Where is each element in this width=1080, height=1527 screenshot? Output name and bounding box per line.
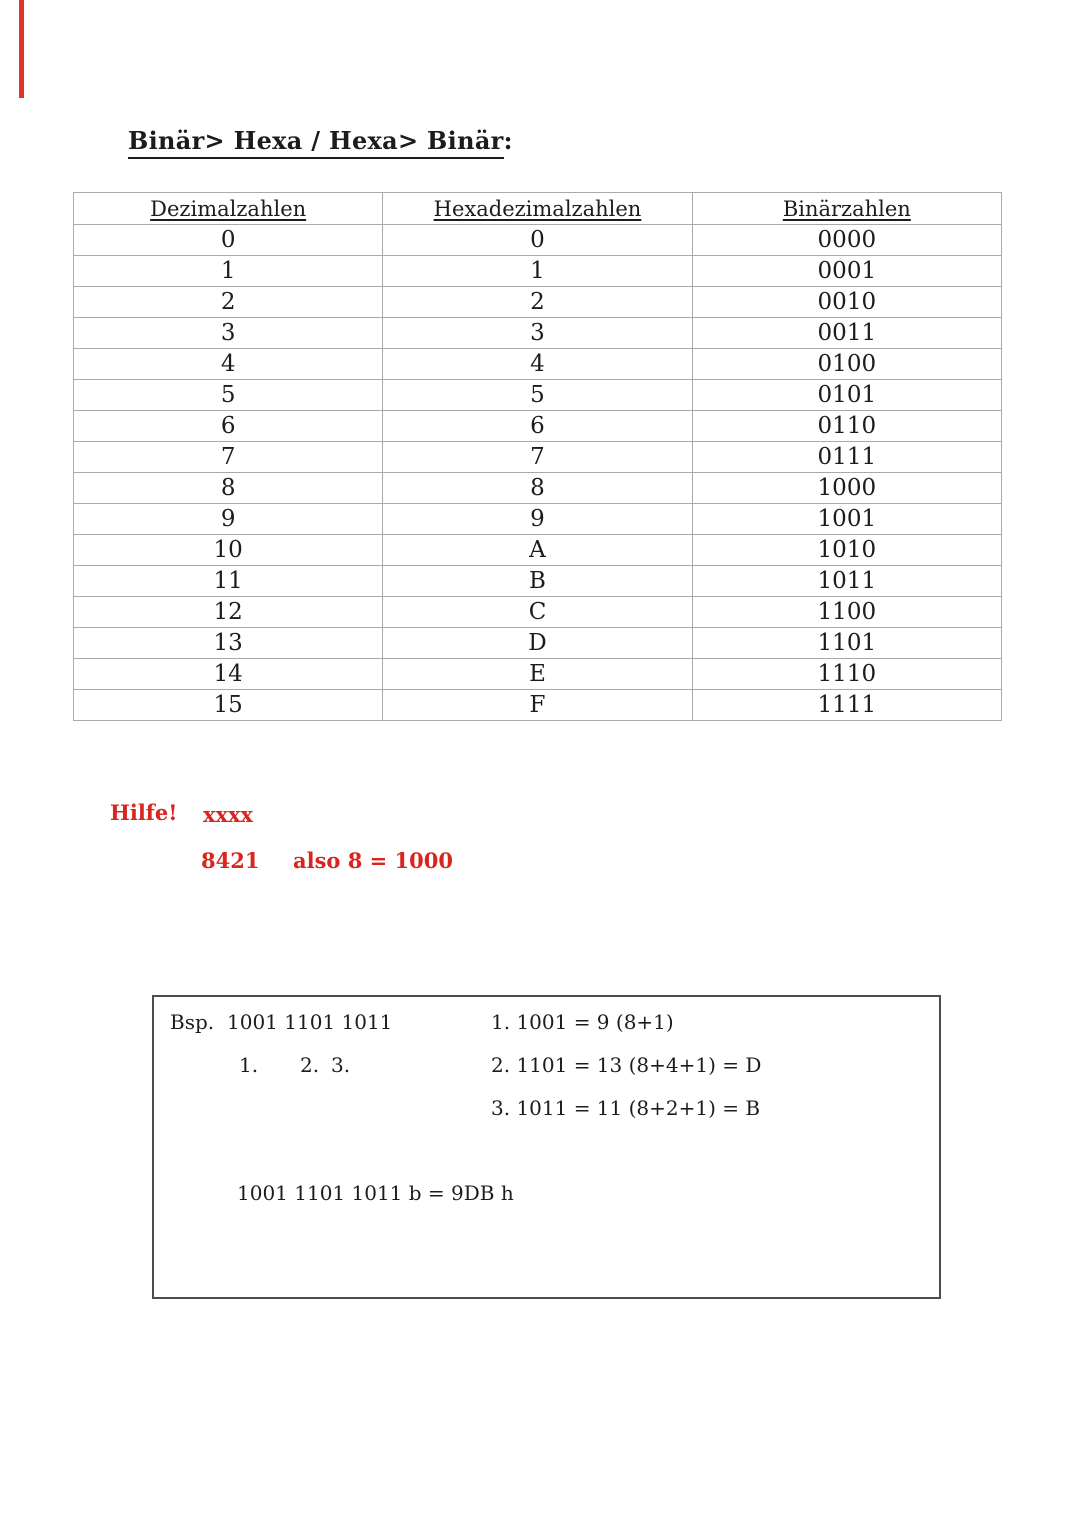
table-row: 4 4 0100	[72, 348, 1003, 380]
table-row: 9 9 1001	[72, 503, 1003, 535]
table-cell: 1011	[691, 565, 1003, 597]
table-cell: 1111	[691, 689, 1003, 721]
table-cell: 8	[72, 472, 384, 504]
table-cell: 9	[382, 503, 693, 535]
table-cell: 6	[72, 410, 384, 442]
table-cell: D	[382, 627, 693, 659]
table-cell: E	[382, 658, 693, 690]
help-weight-example: also 8 = 1000	[293, 848, 454, 873]
table-cell: 0001	[691, 255, 1003, 287]
example-step-1: 1. 1001 = 9 (8+1)	[491, 1010, 674, 1034]
table-row: 2 2 0010	[72, 286, 1003, 318]
table-cell: 0	[382, 224, 693, 256]
page-title-text: Binär> Hexa / Hexa> Binär	[128, 126, 504, 159]
group-marker-2: 2.	[300, 1053, 320, 1077]
table-cell: 3	[72, 317, 384, 349]
help-placeholder-x: xxxx	[203, 802, 254, 827]
table-cell: 4	[382, 348, 693, 380]
group-marker-3: 3.	[331, 1053, 351, 1077]
example-result: 1001 1101 1011 b = 9DB h	[237, 1181, 514, 1205]
table-cell: 0110	[691, 410, 1003, 442]
group-marker-1: 1.	[239, 1053, 259, 1077]
table-cell: 0	[72, 224, 384, 256]
table-row: 10 A 1010	[72, 534, 1003, 566]
table-cell: 0011	[691, 317, 1003, 349]
table-cell: 11	[72, 565, 384, 597]
table-row: 6 6 0110	[72, 410, 1003, 442]
table-row: 15 F 1111	[72, 689, 1003, 721]
header-dezimalzahlen: Dezimalzahlen	[72, 192, 384, 225]
page-title-colon: :	[503, 126, 513, 155]
table-row: 0 0 0000	[72, 224, 1003, 256]
table-cell: 1100	[691, 596, 1003, 628]
example-step-2: 2. 1101 = 13 (8+4+1) = D	[491, 1053, 762, 1077]
table-cell: 1000	[691, 472, 1003, 504]
table-cell: 9	[72, 503, 384, 535]
help-bit-weights: 8421	[201, 848, 260, 873]
table-row: 13 D 1101	[72, 627, 1003, 659]
table-cell: 2	[382, 286, 693, 318]
table-cell: 5	[72, 379, 384, 411]
header-binaerzahlen: Binärzahlen	[691, 192, 1003, 225]
example-box: Bsp. 1001 1101 1011 1. 2. 3. 1. 1001 = 9…	[152, 995, 941, 1299]
table-cell: A	[382, 534, 693, 566]
table-cell: 0101	[691, 379, 1003, 411]
table-cell: 1001	[691, 503, 1003, 535]
table-cell: 8	[382, 472, 693, 504]
table-row: 7 7 0111	[72, 441, 1003, 473]
table-cell: 0010	[691, 286, 1003, 318]
table-cell: 6	[382, 410, 693, 442]
table-cell: 0111	[691, 441, 1003, 473]
table-row: 8 8 1000	[72, 472, 1003, 504]
table-cell: 12	[72, 596, 384, 628]
table-cell: 1110	[691, 658, 1003, 690]
table-cell: 7	[382, 441, 693, 473]
table-row: 5 5 0101	[72, 379, 1003, 411]
table-row: 12 C 1100	[72, 596, 1003, 628]
help-label: Hilfe!	[110, 800, 178, 825]
table-cell: B	[382, 565, 693, 597]
table-row: 1 1 0001	[72, 255, 1003, 287]
table-row: 11 B 1011	[72, 565, 1003, 597]
table-cell: 1101	[691, 627, 1003, 659]
conversion-table-body: 0 0 0000 1 1 0001 2 2 0010 3 3 0011 4 4 0100 5 5 0101 6 6 01…	[72, 224, 1003, 721]
table-cell: 4	[72, 348, 384, 380]
table-cell: 3	[382, 317, 693, 349]
table-cell: 13	[72, 627, 384, 659]
table-cell: 7	[72, 441, 384, 473]
table-cell: 0000	[691, 224, 1003, 256]
table-cell: F	[382, 689, 693, 721]
table-cell: C	[382, 596, 693, 628]
table-cell: 10	[72, 534, 384, 566]
table-cell: 15	[72, 689, 384, 721]
table-row: 14 E 1110	[72, 658, 1003, 690]
example-label: Bsp.	[170, 1010, 215, 1034]
page-title: Binär> Hexa / Hexa> Binär:	[128, 126, 513, 159]
table-header-row: Dezimalzahlen Hexadezimalzahlen Binärzah…	[72, 192, 1003, 225]
header-hexadezimalzahlen: Hexadezimalzahlen	[382, 192, 693, 225]
table-cell: 14	[72, 658, 384, 690]
table-cell: 5	[382, 379, 693, 411]
table-cell: 1010	[691, 534, 1003, 566]
example-step-3: 3. 1011 = 11 (8+2+1) = B	[491, 1096, 761, 1120]
table-cell: 2	[72, 286, 384, 318]
red-margin-mark	[19, 0, 24, 98]
table-cell: 1	[72, 255, 384, 287]
conversion-table: Dezimalzahlen Hexadezimalzahlen Binärzah…	[72, 192, 1003, 721]
table-row: 3 3 0011	[72, 317, 1003, 349]
table-cell: 0100	[691, 348, 1003, 380]
example-binary-input: 1001 1101 1011	[227, 1010, 393, 1034]
table-cell: 1	[382, 255, 693, 287]
